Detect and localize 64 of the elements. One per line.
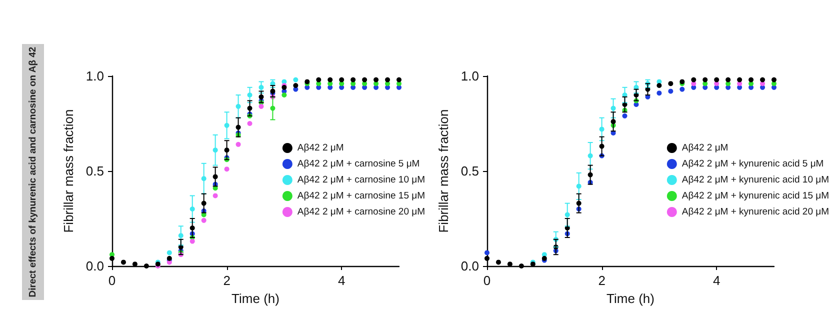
point xyxy=(201,218,206,223)
y-tick-label: 1.0 xyxy=(460,68,479,84)
x-tick-label: 2 xyxy=(598,273,606,288)
point xyxy=(350,77,356,82)
y-tick-label: 0.5 xyxy=(86,164,104,178)
text: Direct effects of kynurenic acid and carnosine on Aβ 42 xyxy=(28,46,38,298)
y-tick-label: 0.0 xyxy=(86,258,104,274)
point xyxy=(518,264,524,268)
point xyxy=(668,88,674,94)
point xyxy=(374,77,379,82)
y-tick-label: 0.0 xyxy=(460,258,479,274)
legend-label: Aβ42 2 μM + carnosine 10 μM xyxy=(297,174,426,186)
legend-label: Aβ42 2 μM + carnosine 15 μM xyxy=(297,190,426,202)
point xyxy=(236,142,241,147)
point xyxy=(247,121,252,126)
point xyxy=(484,250,490,256)
y-tick-label: 1.0 xyxy=(86,68,104,84)
point xyxy=(656,83,662,88)
point xyxy=(339,77,344,82)
point xyxy=(748,77,754,82)
point xyxy=(680,86,685,92)
y-axis-title: Fibrillar mass fraction xyxy=(436,109,452,233)
legend-label: Aβ42 2 μM + kynurenic acid 20 μM xyxy=(682,206,830,218)
point xyxy=(760,77,766,82)
x-axis-title: Time (h) xyxy=(606,290,654,306)
point xyxy=(726,77,731,82)
point xyxy=(484,256,490,261)
point xyxy=(691,77,696,82)
legend-label: Aβ42 2 μM + kynurenic acid 10 μM xyxy=(682,174,830,186)
x-tick-label: 2 xyxy=(223,273,230,288)
point xyxy=(120,260,126,265)
point xyxy=(656,90,662,96)
point xyxy=(282,92,287,98)
point xyxy=(702,77,708,82)
point xyxy=(293,83,298,88)
x-axis-title: Time (h) xyxy=(232,290,280,306)
legend-label: Aβ42 2 μM + kynurenic acid 5 μM xyxy=(682,158,824,170)
x-tick-label: 4 xyxy=(712,273,720,288)
point xyxy=(224,166,230,172)
point xyxy=(166,250,172,256)
point xyxy=(144,264,149,268)
legend-label: Aβ42 2 μM + carnosine 5 μM xyxy=(297,158,420,170)
point xyxy=(316,77,322,82)
point xyxy=(396,77,402,82)
point xyxy=(772,77,776,82)
point xyxy=(714,77,720,82)
point xyxy=(496,260,501,265)
point xyxy=(328,77,333,82)
point xyxy=(362,77,368,82)
point xyxy=(385,77,390,82)
y-axis-title: Fibrillar mass fraction xyxy=(61,109,76,233)
point xyxy=(737,77,742,82)
x-tick-label: 4 xyxy=(338,273,346,288)
point xyxy=(212,193,218,198)
legend-label: Aβ42 2 μM xyxy=(297,142,344,154)
y-tick-label: 0.5 xyxy=(460,164,479,178)
point xyxy=(110,256,114,261)
x-tick-label: 0 xyxy=(483,273,491,288)
point xyxy=(293,77,298,82)
legend-label: Aβ42 2 μM + kynurenic acid 15 μM xyxy=(682,190,830,202)
legend-label: Aβ42 2 μM xyxy=(682,142,728,154)
x-tick-label: 0 xyxy=(108,273,116,288)
legend-label: Aβ42 2 μM + carnosine 20 μM xyxy=(297,206,426,218)
point xyxy=(668,81,674,86)
